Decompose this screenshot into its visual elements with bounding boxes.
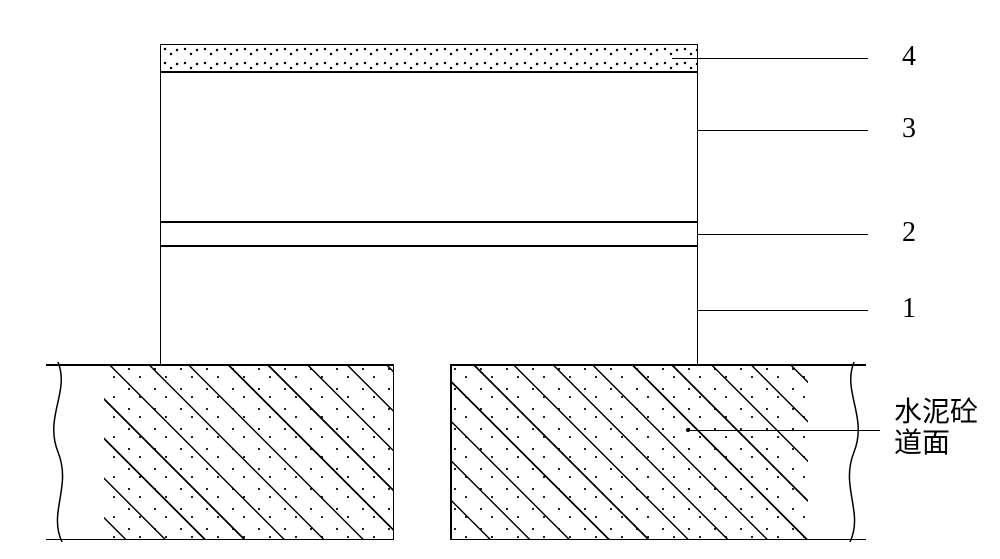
pavement-slab-right xyxy=(450,364,866,540)
pavement-slab-left xyxy=(46,364,394,540)
callout-2: 2 xyxy=(902,218,916,249)
callout-3: 3 xyxy=(902,114,916,145)
leader-2 xyxy=(698,234,868,235)
layer-2-thin xyxy=(160,222,698,246)
leader-4 xyxy=(672,58,868,59)
layer-3-main xyxy=(160,72,698,222)
callout-1: 1 xyxy=(902,294,916,325)
layer-1-base xyxy=(160,246,698,364)
leader-1 xyxy=(698,310,868,311)
pavement-label: 水泥砼 道面 xyxy=(894,398,978,460)
pavement-leader xyxy=(688,430,880,431)
callout-4: 4 xyxy=(902,42,916,73)
layer-4-dotted-surface xyxy=(160,44,698,72)
leader-3 xyxy=(698,130,868,131)
